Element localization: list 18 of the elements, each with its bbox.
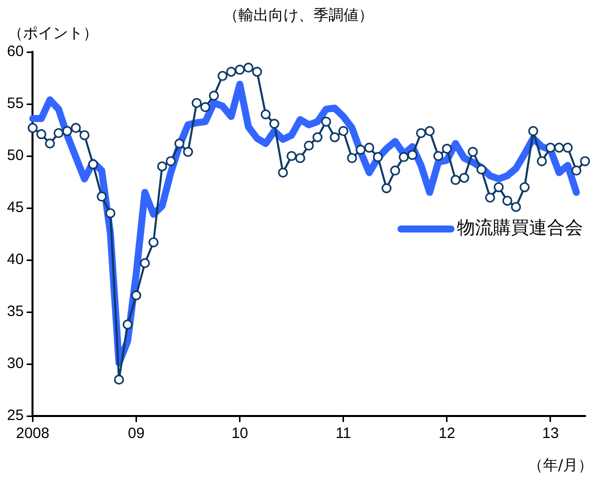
x-tick-label: 13: [542, 425, 559, 442]
x-tick-label: 10: [231, 425, 248, 442]
chart-title: （輸出向け、季調値）: [222, 6, 374, 25]
y-tick-label: 40: [6, 251, 24, 268]
y-tick-label: 60: [6, 43, 24, 60]
y-tick-label: 35: [6, 303, 24, 320]
y-axis-title: （ポイント）: [8, 24, 98, 43]
y-tick-label: 30: [6, 355, 24, 372]
y-tick-label: 25: [6, 407, 24, 424]
y-tick-label: 55: [6, 95, 24, 112]
x-tick-label: 11: [336, 425, 352, 442]
x-tick-label: 2008: [16, 425, 50, 442]
x-tick-label: 12: [438, 425, 456, 442]
legend-label: 物流購買連合会: [457, 218, 583, 239]
y-tick-label: 50: [6, 147, 24, 164]
x-axis-title: （年/月）: [528, 456, 593, 475]
y-tick-label: 45: [6, 199, 24, 216]
x-tick-label: 09: [128, 425, 145, 442]
